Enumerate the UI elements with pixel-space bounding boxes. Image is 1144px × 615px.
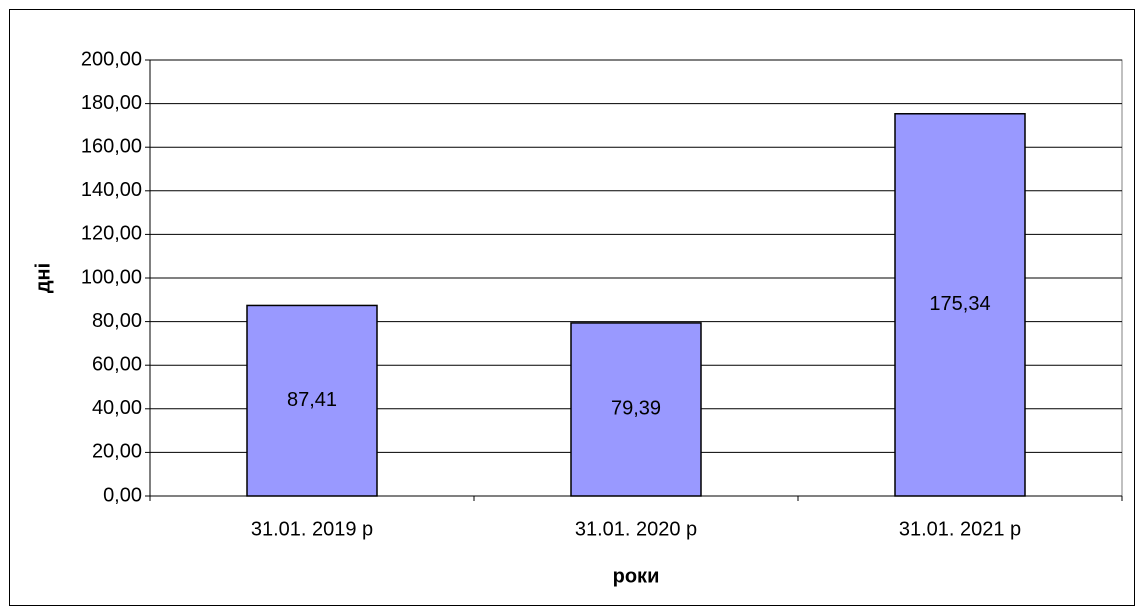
y-tick-label: 40,00 — [92, 397, 142, 419]
y-tick-label: 80,00 — [92, 310, 142, 332]
bar — [894, 113, 1026, 497]
y-tick-label: 180,00 — [81, 92, 142, 114]
y-tick-label: 100,00 — [81, 266, 142, 288]
y-tick-label: 160,00 — [81, 135, 142, 157]
y-tick-label: 140,00 — [81, 179, 142, 201]
y-tick-label: 200,00 — [81, 48, 142, 70]
y-tick-label: 20,00 — [92, 441, 142, 463]
x-tick-label: 31.01. 2019 р — [251, 518, 373, 540]
y-axis-title: дні — [32, 263, 54, 293]
data-label: 87,41 — [287, 389, 337, 411]
y-tick-label: 120,00 — [81, 223, 142, 245]
x-tick-label: 31.01. 2020 р — [575, 518, 697, 540]
x-tick-label: 31.01. 2021 р — [899, 518, 1021, 540]
y-tick-label: 60,00 — [92, 353, 142, 375]
data-label: 79,39 — [611, 398, 661, 420]
bar — [246, 304, 378, 497]
data-label: 175,34 — [929, 293, 990, 315]
bar — [570, 322, 702, 497]
y-tick-label: 0,00 — [103, 484, 142, 506]
x-axis-title: роки — [613, 565, 660, 587]
